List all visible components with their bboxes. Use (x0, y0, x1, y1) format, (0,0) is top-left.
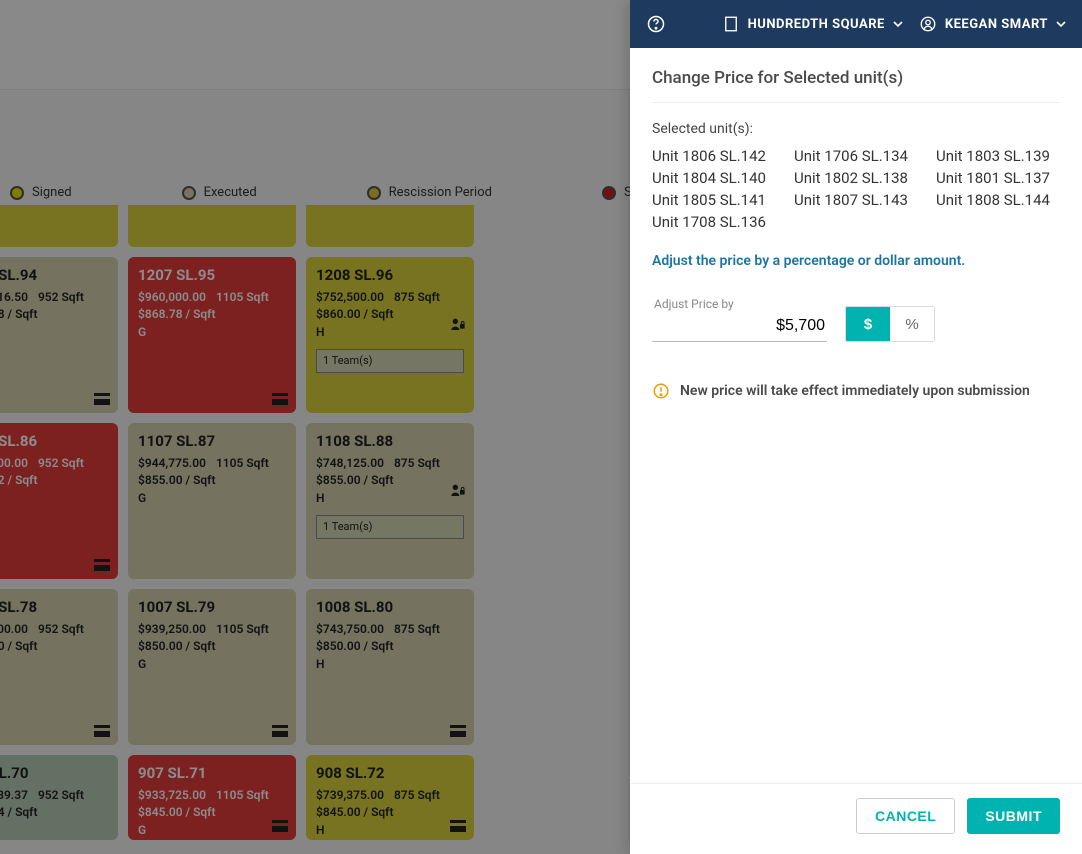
selected-unit: Unit 1804 SL.140 (652, 169, 776, 187)
cancel-button[interactable]: CANCEL (856, 798, 955, 834)
chevron-down-icon (893, 19, 903, 29)
warning-text: New price will take effect immediately u… (680, 383, 1030, 399)
selected-unit: Unit 1808 SL.144 (936, 191, 1060, 209)
building-icon (722, 15, 740, 33)
change-price-panel: HUNDREDTH SQUARE KEEGAN SMART Change Pri… (630, 0, 1082, 854)
unit-type-toggle: $ % (845, 306, 935, 342)
adjust-price-label: Adjust Price by (652, 297, 827, 311)
org-switcher[interactable]: HUNDREDTH SQUARE (722, 15, 903, 33)
percent-toggle[interactable]: % (890, 307, 934, 341)
panel-title: Change Price for Selected unit(s) (652, 68, 1060, 103)
instruction-text: Adjust the price by a percentage or doll… (652, 253, 1060, 269)
user-name: KEEGAN SMART (945, 17, 1048, 32)
org-name: HUNDREDTH SQUARE (748, 17, 885, 32)
selected-unit: Unit 1807 SL.143 (794, 191, 918, 209)
selected-unit: Unit 1803 SL.139 (936, 147, 1060, 165)
selected-unit: Unit 1806 SL.142 (652, 147, 776, 165)
selected-unit: Unit 1802 SL.138 (794, 169, 918, 187)
adjust-price-input[interactable] (652, 313, 827, 342)
selected-units-list: Unit 1806 SL.142 Unit 1706 SL.134 Unit 180… (652, 147, 1060, 231)
user-icon (919, 15, 937, 33)
warning-icon (652, 382, 670, 400)
submit-button[interactable]: SUBMIT (967, 798, 1060, 834)
selected-unit: Unit 1708 SL.136 (652, 213, 776, 231)
panel-footer: CANCEL SUBMIT (630, 783, 1082, 854)
selected-unit: Unit 1805 SL.141 (652, 191, 776, 209)
help-icon[interactable] (646, 14, 666, 34)
panel-header: HUNDREDTH SQUARE KEEGAN SMART (630, 0, 1082, 48)
dollar-toggle[interactable]: $ (846, 307, 890, 341)
user-menu[interactable]: KEEGAN SMART (919, 15, 1066, 33)
selected-units-label: Selected unit(s): (652, 121, 1060, 137)
selected-unit: Unit 1706 SL.134 (794, 147, 918, 165)
selected-unit: Unit 1801 SL.137 (936, 169, 1060, 187)
chevron-down-icon (1056, 19, 1066, 29)
